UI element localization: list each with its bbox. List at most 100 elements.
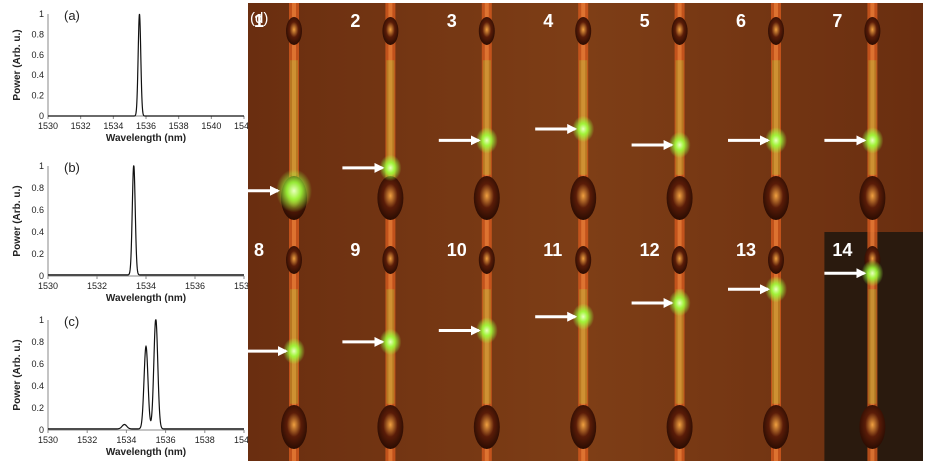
fiber-core [677,3,682,232]
fiber-green-segment [772,60,780,175]
x-tick-label: 1536 [156,435,176,445]
glow-spot [668,131,691,159]
sample-tile-11: 11 [535,232,597,461]
x-tick-label: 1530 [38,121,58,131]
y-tick-label: 0.6 [31,359,44,369]
x-tick-label: 1534 [103,121,123,131]
x-tick-label: 1538 [234,281,250,291]
tile-number: 14 [832,240,852,260]
fiber-bulb-bottom [377,405,404,449]
fiber-green-segment [675,289,684,404]
fiber-green-segment [482,289,491,404]
y-tick-label: 0.2 [31,403,44,413]
x-tick-label: 1538 [169,121,189,131]
y-tick-label: 0.4 [31,227,44,237]
spectrum-series [48,319,244,430]
sample-tile-9: 9 [342,232,404,461]
glow-spot [276,169,312,213]
x-tick-label: 1540 [234,435,250,445]
fiber-green-segment [386,60,395,175]
fiber-green-segment [579,289,588,404]
fiber-bulb-top [478,17,495,45]
tile-number: 8 [254,240,264,260]
x-tick-label: 1532 [87,281,107,291]
x-axis-label: Wavelength (nm) [106,293,186,304]
y-tick-label: 0.8 [31,337,44,347]
fiber-core [677,232,682,461]
sample-tile-14: 14 [824,232,923,461]
fiber-core [484,232,489,461]
y-tick-label: 1 [39,161,44,171]
x-axis-label: Wavelength (nm) [106,133,186,144]
fiber-bulb-bottom [473,405,500,449]
tile-number: 3 [447,11,457,31]
y-tick-label: 0.4 [31,70,44,80]
x-tick-label: 1540 [201,121,221,131]
fiber-bulb-top [575,17,592,45]
x-tick-label: 1536 [136,121,156,131]
fiber-core [870,232,875,461]
y-tick-label: 0 [39,111,44,121]
fiber-core [581,232,586,461]
glow-spot [765,127,787,154]
tile-number: 6 [736,11,746,31]
x-tick-label: 1542 [234,121,250,131]
fiber-bulb-top [286,17,302,45]
y-tick-label: 0.2 [31,249,44,259]
sample-tile-12: 12 [631,232,693,461]
spectra-charts: 0 0.2 0.4 0.6 0.8 1 1530 1532 1534 1536 1538 1540 15… [12,8,250,458]
microscope-image-grid: 1 2 3 4 5 6 78 9 10 11 12 13 14 (d) [248,3,923,461]
glow-spot [475,317,498,344]
panel-label: (c) [64,314,79,329]
y-tick-label: 0.8 [31,29,44,39]
x-tick-label: 1530 [38,435,58,445]
sample-tile-6: 6 [728,3,789,232]
x-tick-label: 1530 [38,281,58,291]
sample-tile-1: 1 [248,3,312,232]
tile-number: 11 [543,240,562,260]
fiber-green-segment [868,289,877,404]
fiber-core [484,3,489,232]
tile-number: 12 [640,240,660,260]
fiber-bulb-top [286,246,302,274]
sample-tile-4: 4 [535,3,597,232]
y-tick-label: 1 [39,9,44,19]
tile-number: 13 [736,240,756,260]
fiber-green-segment [482,60,491,175]
fiber-bulb-bottom [281,405,307,449]
tile-number: 7 [832,11,842,31]
glow-spot [572,115,595,143]
glow-spot [668,289,691,317]
fiber-green-segment [290,60,298,175]
tile-number: 10 [447,240,467,260]
glow-spot [283,337,305,365]
y-axis-label: Power (Arb. u.) [12,339,23,410]
fiber-green-segment [675,60,684,175]
tile-number: 2 [350,11,360,31]
panel-label: (a) [64,8,80,23]
fiber-bulb-top [382,246,399,274]
sample-tile-5: 5 [631,3,693,232]
fiber-bulb-top [864,17,881,45]
fiber-core [292,3,296,232]
fiber-core [774,232,778,461]
fiber-bulb-bottom [570,176,597,220]
fiber-bulb-bottom [666,176,693,220]
glow-spot [379,154,402,182]
fiber-bulb-top [382,17,399,45]
fiber-bulb-bottom [763,405,789,449]
fiber-bulb-bottom [859,176,886,220]
chart-2: 0 0.2 0.4 0.6 0.8 1 1530 1532 1534 1536 1538 Wavele… [12,160,250,304]
sample-tile-7: 7 [824,3,886,232]
sample-tile-3: 3 [438,3,500,232]
glow-spot [475,127,498,154]
fiber-core [870,3,875,232]
fiber-bulb-top [671,246,688,274]
y-tick-label: 0.2 [31,91,44,101]
tile-number: 4 [543,11,553,31]
glow-spot [861,127,884,154]
fiber-bulb-bottom [763,176,789,220]
x-tick-label: 1532 [71,121,91,131]
y-tick-label: 0 [39,425,44,435]
y-tick-label: 0.6 [31,205,44,215]
